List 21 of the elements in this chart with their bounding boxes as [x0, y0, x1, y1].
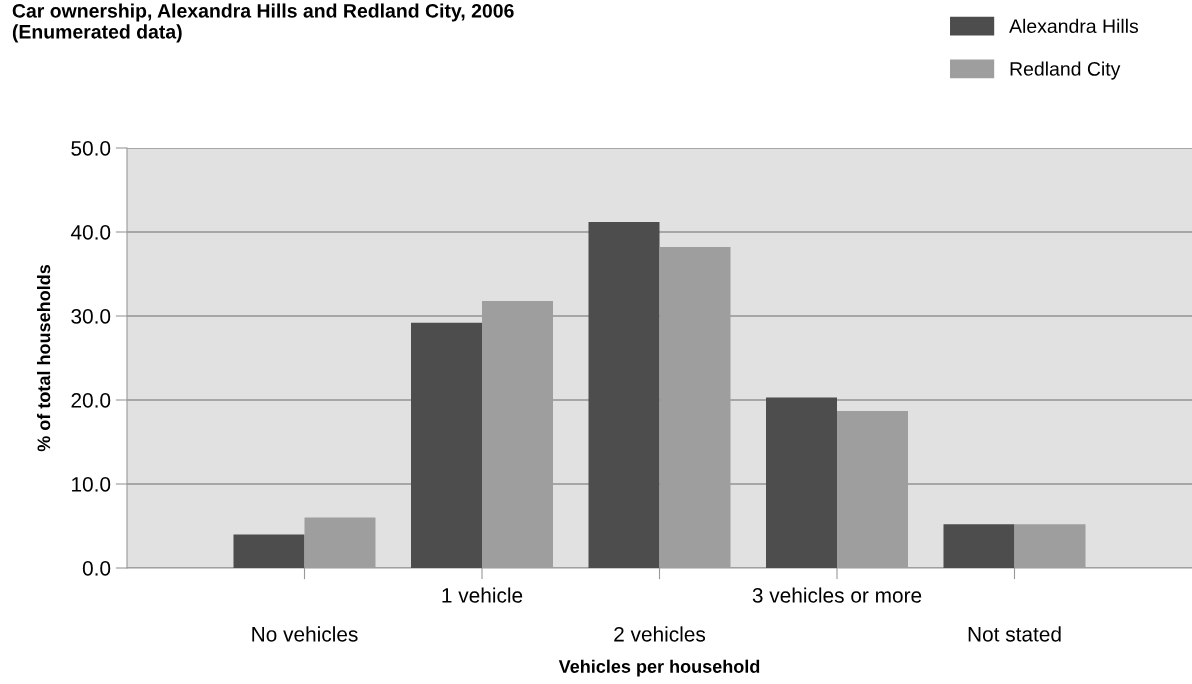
x-tick-label: 3 vehicles or more [752, 587, 922, 603]
bar [766, 397, 837, 568]
y-tick-label: 10.0 [72, 477, 111, 492]
bar [943, 524, 1015, 568]
legend-label: Redland City [1010, 61, 1121, 80]
x-tick-label: No vehicles [252, 626, 358, 642]
bar [233, 534, 305, 568]
y-tick-label: 30.0 [71, 309, 111, 324]
bar [588, 221, 660, 568]
y-tick-label: 20.0 [71, 393, 111, 408]
legend-label: Alexandra Hills [1009, 18, 1139, 34]
y-tick-label: 0.0 [82, 561, 111, 576]
x-axis-title: Vehicles per household [558, 659, 760, 677]
x-tick-label: Not stated [968, 626, 1061, 642]
y-tick-label: 50.0 [71, 141, 111, 156]
y-axis-title: % of total households [36, 264, 51, 452]
x-tick-label: 2 vehicles [614, 626, 706, 642]
y-tick-label: 40.0 [70, 225, 111, 240]
x-tick-label: 1 vehicle [442, 587, 523, 603]
chart-title: Car ownership, Alexandra Hills and Redland City, 2006 (Enumerated data) [12, 3, 514, 43]
bar [411, 322, 482, 568]
